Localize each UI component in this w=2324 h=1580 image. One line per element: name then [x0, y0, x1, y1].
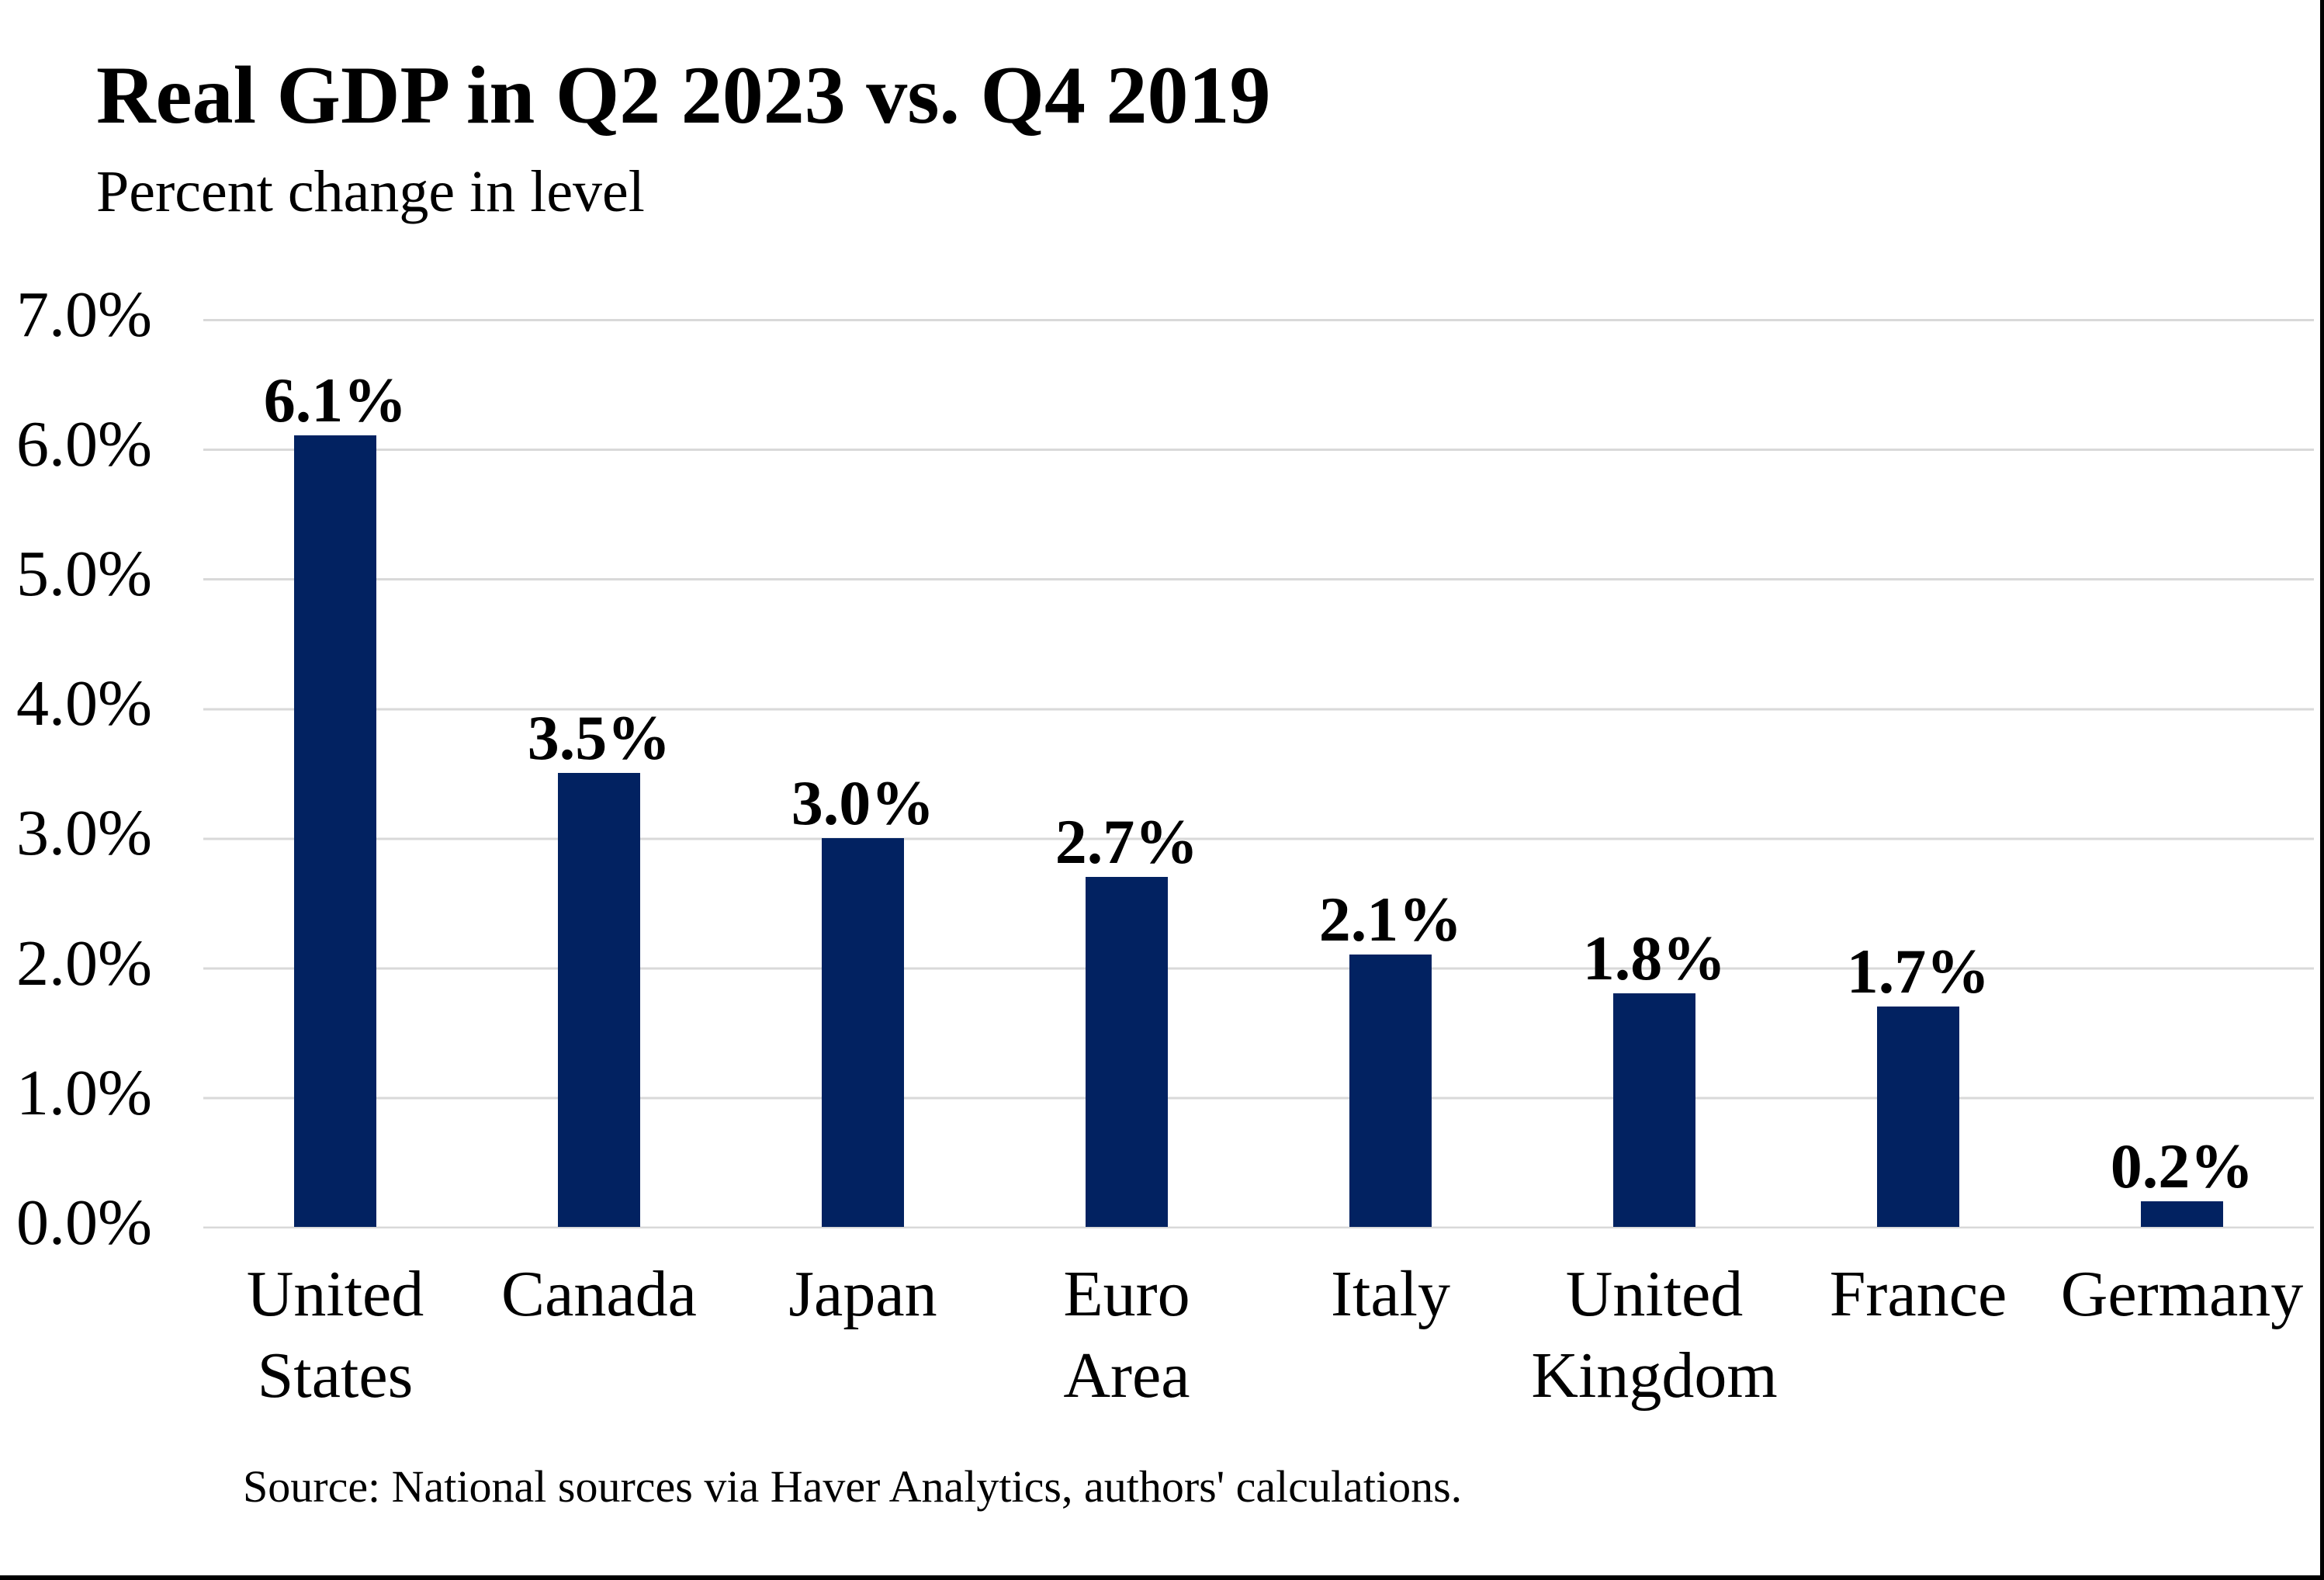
bar-value-label: 2.7%	[1055, 806, 1199, 877]
y-axis-tick-label: 3.0%	[16, 797, 152, 870]
category-label: Euro Area	[1063, 1258, 1190, 1412]
category-label: Italy	[1331, 1258, 1450, 1330]
bar-value-label: 2.1%	[1318, 884, 1463, 955]
bar-value-label: 6.1%	[263, 365, 407, 436]
bar	[1086, 876, 1168, 1227]
bar-group: 1.8%	[1522, 319, 1786, 1227]
bar-group: 6.1%	[203, 319, 467, 1227]
bar-group: 3.0%	[731, 319, 995, 1227]
y-axis-tick-label: 0.0%	[16, 1186, 152, 1259]
source-note: Source: National sources via Haver Analy…	[243, 1461, 1463, 1512]
chart-subtitle: Percent change in level	[96, 159, 645, 224]
y-axis-tick-label: 2.0%	[16, 927, 152, 1000]
bar-value-label: 1.8%	[1582, 923, 1727, 994]
category-label: Japan	[788, 1258, 937, 1330]
x-axis-category-labels: United States Canada Japan Euro Area Italy Un…	[203, 1253, 2314, 1416]
category-label: Germany	[2060, 1258, 2304, 1330]
frame-bottom-border	[0, 1575, 2324, 1580]
y-axis-tick-label: 4.0%	[16, 667, 152, 740]
bar-value-label: 1.7%	[1846, 935, 1990, 1007]
y-axis-tick-label: 6.0%	[16, 408, 152, 481]
plot-area: 6.1% 3.5% 3.0% 2.7% 2.1% 1.8% 1.7% 0.2%	[203, 319, 2314, 1228]
bar-group: 3.5%	[467, 319, 731, 1227]
category-label: United States	[246, 1258, 424, 1412]
bar	[1877, 1006, 1959, 1227]
bars-row: 6.1% 3.5% 3.0% 2.7% 2.1% 1.8% 1.7% 0.2%	[203, 319, 2314, 1227]
bar-group: 0.2%	[2050, 319, 2314, 1227]
y-axis-tick-label: 1.0%	[16, 1056, 152, 1129]
bar-value-label: 3.0%	[791, 767, 935, 838]
bar-group: 2.1%	[1259, 319, 1522, 1227]
y-axis-tick-label: 7.0%	[16, 279, 152, 351]
bar	[1349, 955, 1432, 1227]
frame-right-border	[2320, 0, 2324, 1580]
bar	[2141, 1201, 2223, 1227]
bar-group: 1.7%	[1786, 319, 2050, 1227]
y-axis-tick-label: 5.0%	[16, 538, 152, 611]
bar	[558, 773, 640, 1227]
bar-value-label: 3.5%	[527, 702, 671, 773]
category-label: France	[1829, 1258, 2007, 1330]
bar-group: 2.7%	[995, 319, 1259, 1227]
category-label: United Kingdom	[1531, 1258, 1778, 1412]
bar	[1613, 993, 1695, 1227]
bar-value-label: 0.2%	[2110, 1130, 2254, 1201]
bar	[294, 435, 376, 1227]
chart-title: Real GDP in Q2 2023 vs. Q4 2019	[96, 50, 1271, 140]
bar	[822, 837, 904, 1227]
category-label: Canada	[501, 1258, 697, 1330]
